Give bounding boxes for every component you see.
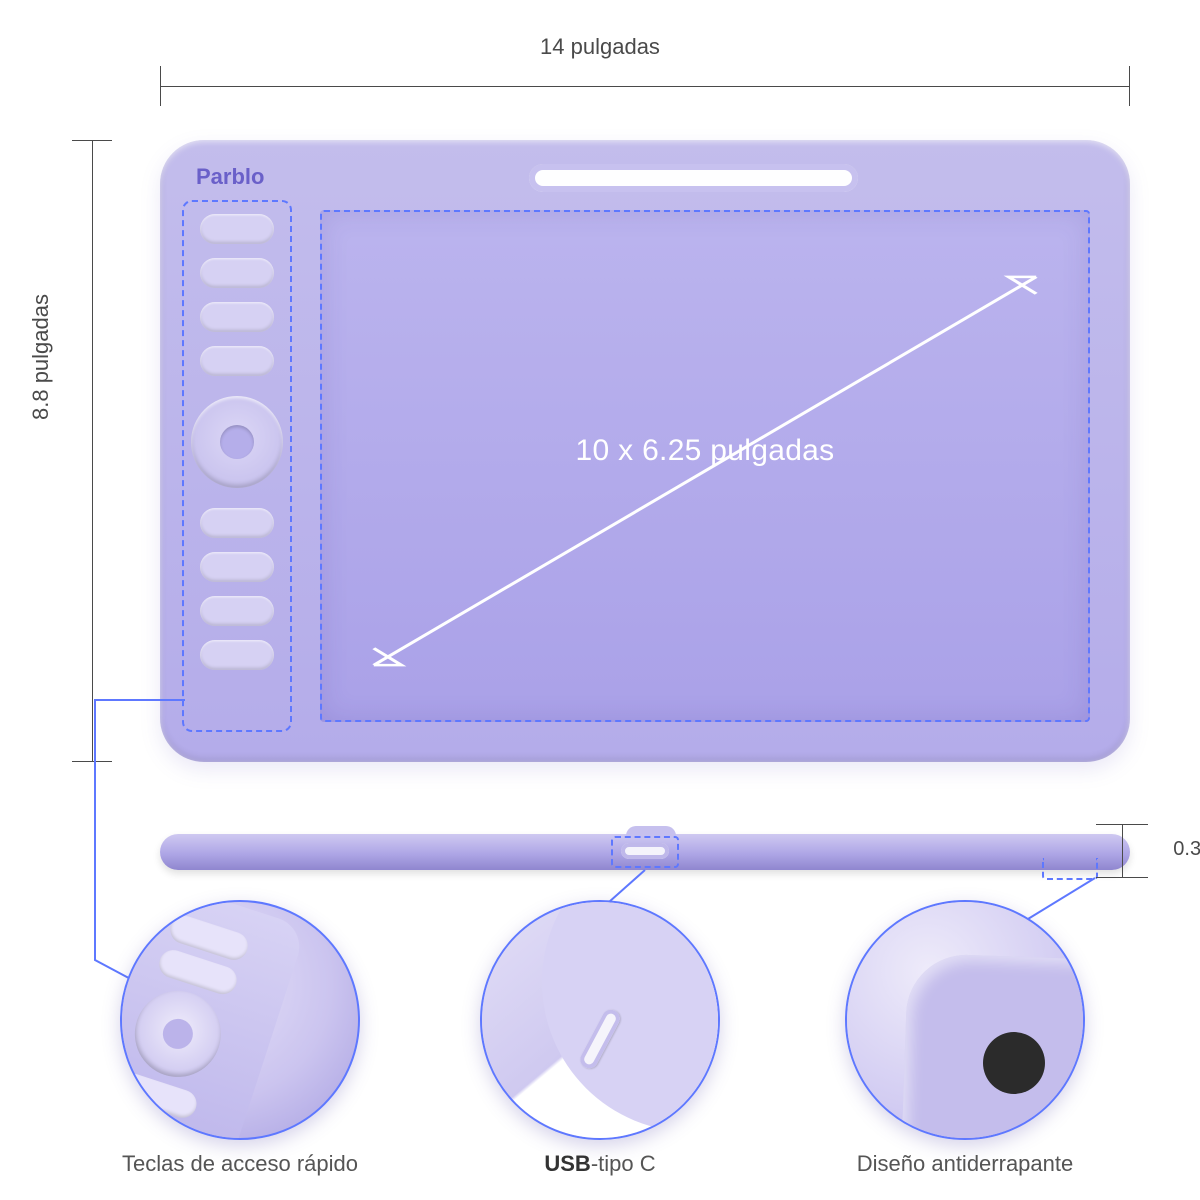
callout-label-usb: USB-tipo C xyxy=(460,1150,740,1179)
detail-bubble-grip xyxy=(845,900,1085,1140)
detail-bubble-keys xyxy=(120,900,360,1140)
callout-label-grip: Diseño antiderrapante xyxy=(825,1150,1105,1179)
rubber-foot-icon xyxy=(983,1032,1045,1094)
callout-label-keys: Teclas de acceso rápido xyxy=(100,1150,380,1179)
detail-bubble-usb xyxy=(480,900,720,1140)
